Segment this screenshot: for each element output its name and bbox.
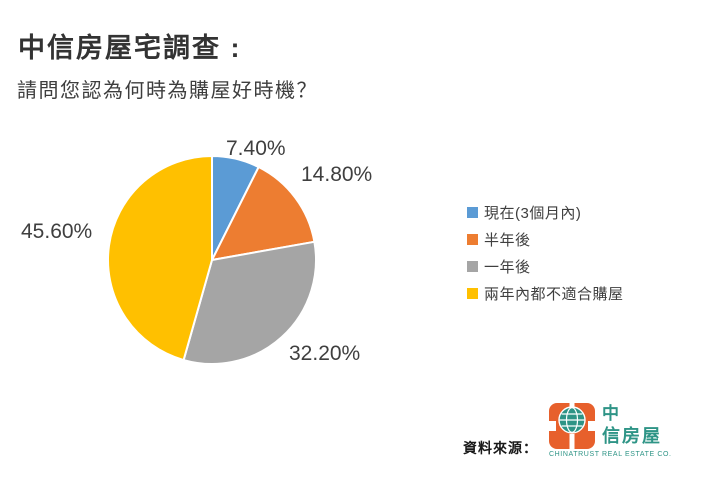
globe-icon [558,406,586,434]
legend-item-one-year: 一年後 [467,253,624,280]
slice-label-one-year: 32.20% [289,342,361,365]
logo-latin-text: CHINATRUST REAL ESTATE CO. [549,451,672,458]
legend-swatch-orange [467,234,478,245]
pie-slice-2 [182,240,317,365]
data-source-label: 資料來源： [463,440,538,456]
slice-label-two-years: 45.60% [21,220,93,243]
chart-legend: 現在(3個月內) 半年後 一年後 兩年內都不適合購屋 [467,199,624,307]
legend-label: 半年後 [484,232,531,249]
pie-chart [107,155,317,365]
slice-label-now: 7.40% [226,137,286,160]
legend-swatch-yellow [467,288,478,299]
legend-label: 兩年內都不適合購屋 [484,286,624,303]
legend-item-now: 現在(3個月內) [467,199,624,226]
pie-slice-3 [107,155,213,362]
legend-item-two-years: 兩年內都不適合購屋 [467,280,624,307]
chinatrust-logo: 中 信房屋 CHINATRUST REAL ESTATE CO. [549,403,672,458]
legend-swatch-gray [467,261,478,272]
legend-label: 現在(3個月內) [484,205,582,222]
legend-swatch-blue [467,207,478,218]
slice-label-half-year: 14.80% [301,163,373,186]
survey-question: 請問您認為何時為購屋好時機？ [17,80,318,102]
pie-slice-1 [211,166,316,261]
page-title: 中信房屋宅調查 : [18,33,242,63]
logo-cjk-text: 中 信房屋 [602,404,662,446]
legend-item-half-year: 半年後 [467,226,624,253]
legend-label: 一年後 [484,259,531,276]
chinatrust-logo-mark-icon [549,403,595,449]
